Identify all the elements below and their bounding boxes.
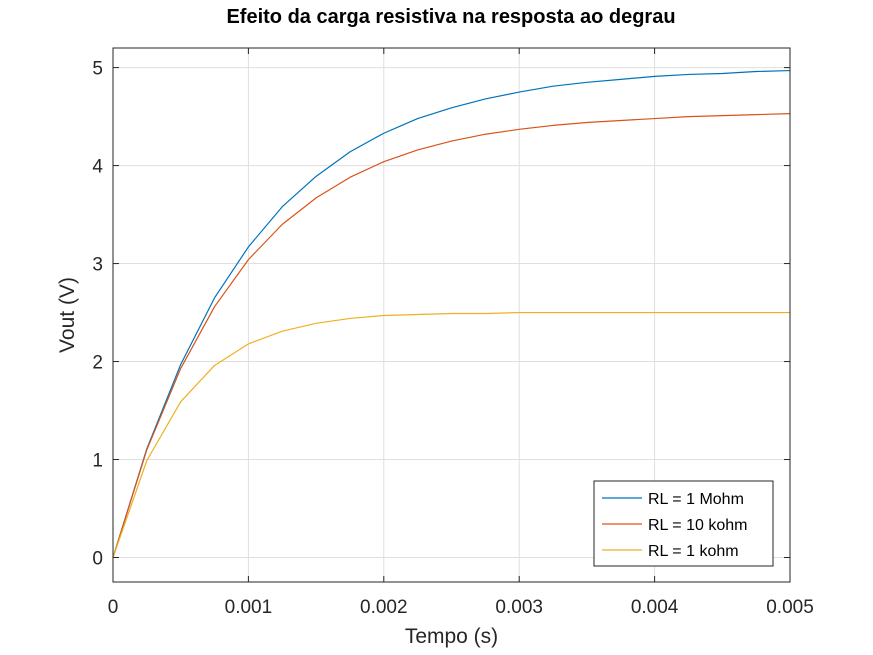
y-tick-label: 4 [92, 157, 103, 178]
x-axis-label: Tempo (s) [405, 625, 498, 648]
legend-entry-rl-1-kohm[interactable]: RL = 1 kohm [648, 543, 739, 560]
chart-title: Efeito da carga resistiva na resposta ao… [226, 6, 675, 28]
y-tick-label: 3 [92, 255, 103, 276]
y-axis-label: Vout (V) [56, 277, 79, 353]
legend[interactable]: RL = 1 Mohm RL = 10 kohm RL = 1 kohm [593, 480, 774, 567]
y-tick-label: 2 [92, 353, 103, 374]
y-tick-label: 0 [92, 549, 103, 570]
y-tick-label: 1 [92, 451, 103, 472]
series-line-rl-1-mohm [112, 69, 791, 558]
x-tick-label: 0.005 [766, 597, 814, 618]
x-tick-label: 0.004 [631, 597, 679, 618]
x-tick-label: 0.003 [495, 597, 543, 618]
series-line-rl-1-kohm [112, 311, 790, 558]
x-tick-label: 0.002 [360, 597, 408, 618]
ticks: 0 0.001 0.002 0.003 0.004 0.005 0 1 2 3 4 5 [92, 48, 814, 618]
series-line-rl-10-kohm [112, 113, 791, 558]
y-tick-label: 5 [92, 59, 103, 80]
x-tick-label: 0 [108, 597, 119, 618]
legend-entry-rl-1-mohm[interactable]: RL = 1 Mohm [648, 491, 744, 508]
x-tick-label: 0.001 [225, 597, 273, 618]
axes-frame [112, 47, 791, 583]
legend-entry-rl-10-kohm[interactable]: RL = 10 kohm [648, 517, 747, 534]
series-lines [112, 69, 791, 558]
